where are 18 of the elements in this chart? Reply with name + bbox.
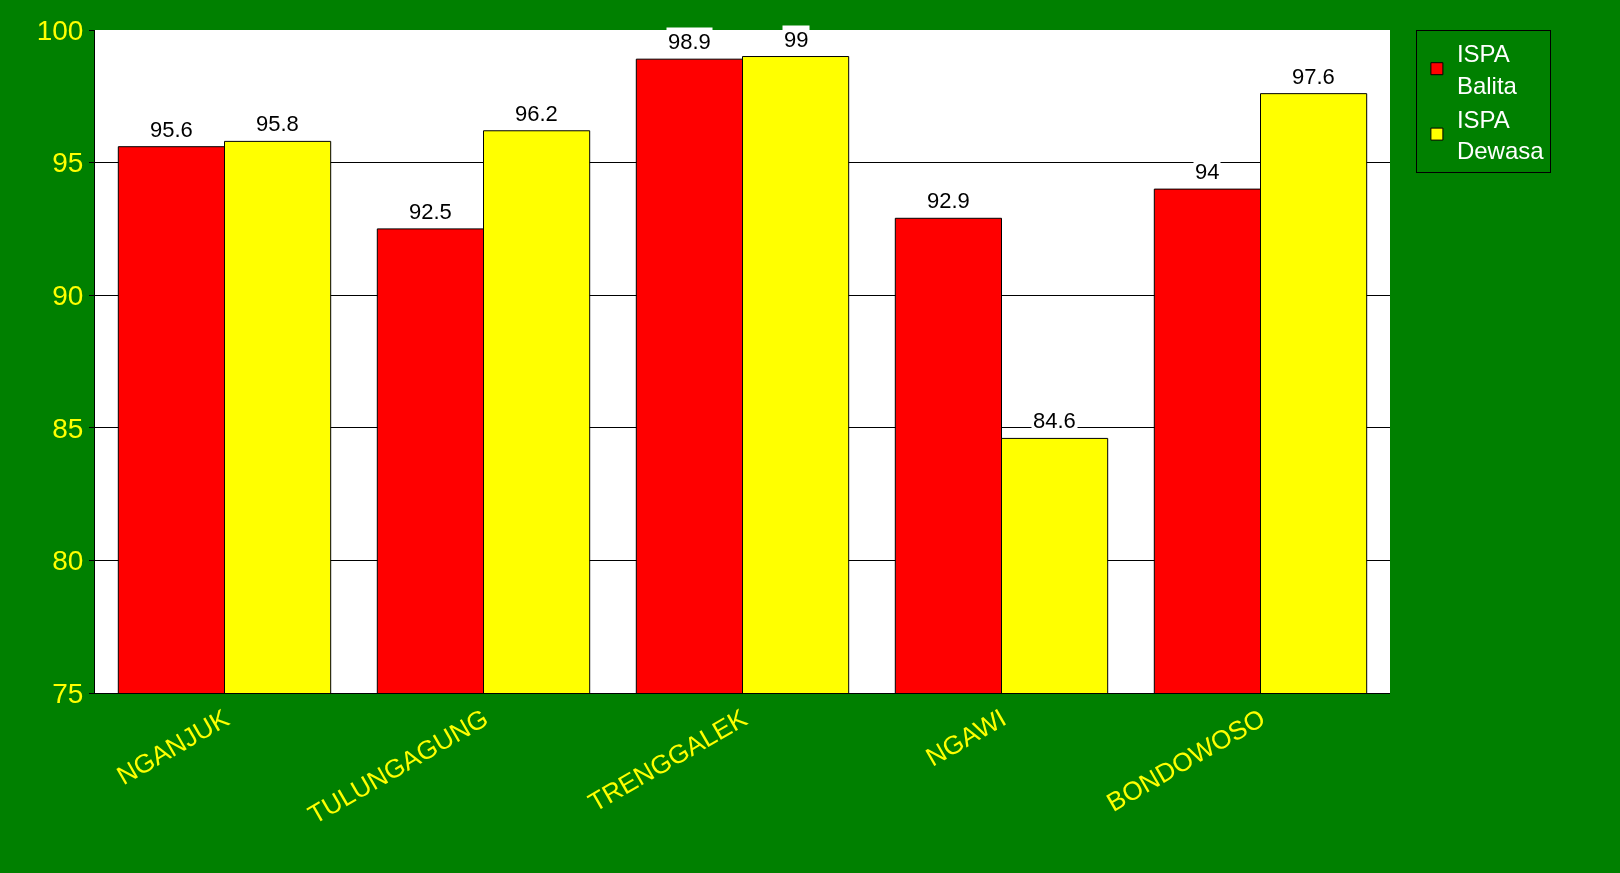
y-tick-label: 85: [52, 412, 84, 444]
y-tick-label: 75: [52, 677, 84, 709]
legend-label: ISPA Balita: [1456, 40, 1518, 99]
data-label: 95.6: [150, 117, 193, 142]
data-label: 97.6: [1292, 64, 1335, 89]
data-label: 96.2: [515, 101, 558, 126]
y-tick-label: 95: [52, 147, 84, 179]
data-label: 99: [784, 27, 809, 52]
y-tick-label: 90: [52, 280, 84, 311]
data-label: 95.8: [256, 111, 299, 136]
data-label: 92.5: [409, 199, 452, 224]
y-tick-label: 100: [36, 14, 84, 46]
data-label: 84.6: [1033, 408, 1076, 433]
legend-label: ISPA Dewasa: [1456, 105, 1545, 165]
y-tick-label: 80: [52, 545, 84, 577]
data-label: 98.9: [668, 29, 711, 54]
data-label: 92.9: [927, 188, 970, 213]
data-label: 94: [1195, 159, 1220, 184]
